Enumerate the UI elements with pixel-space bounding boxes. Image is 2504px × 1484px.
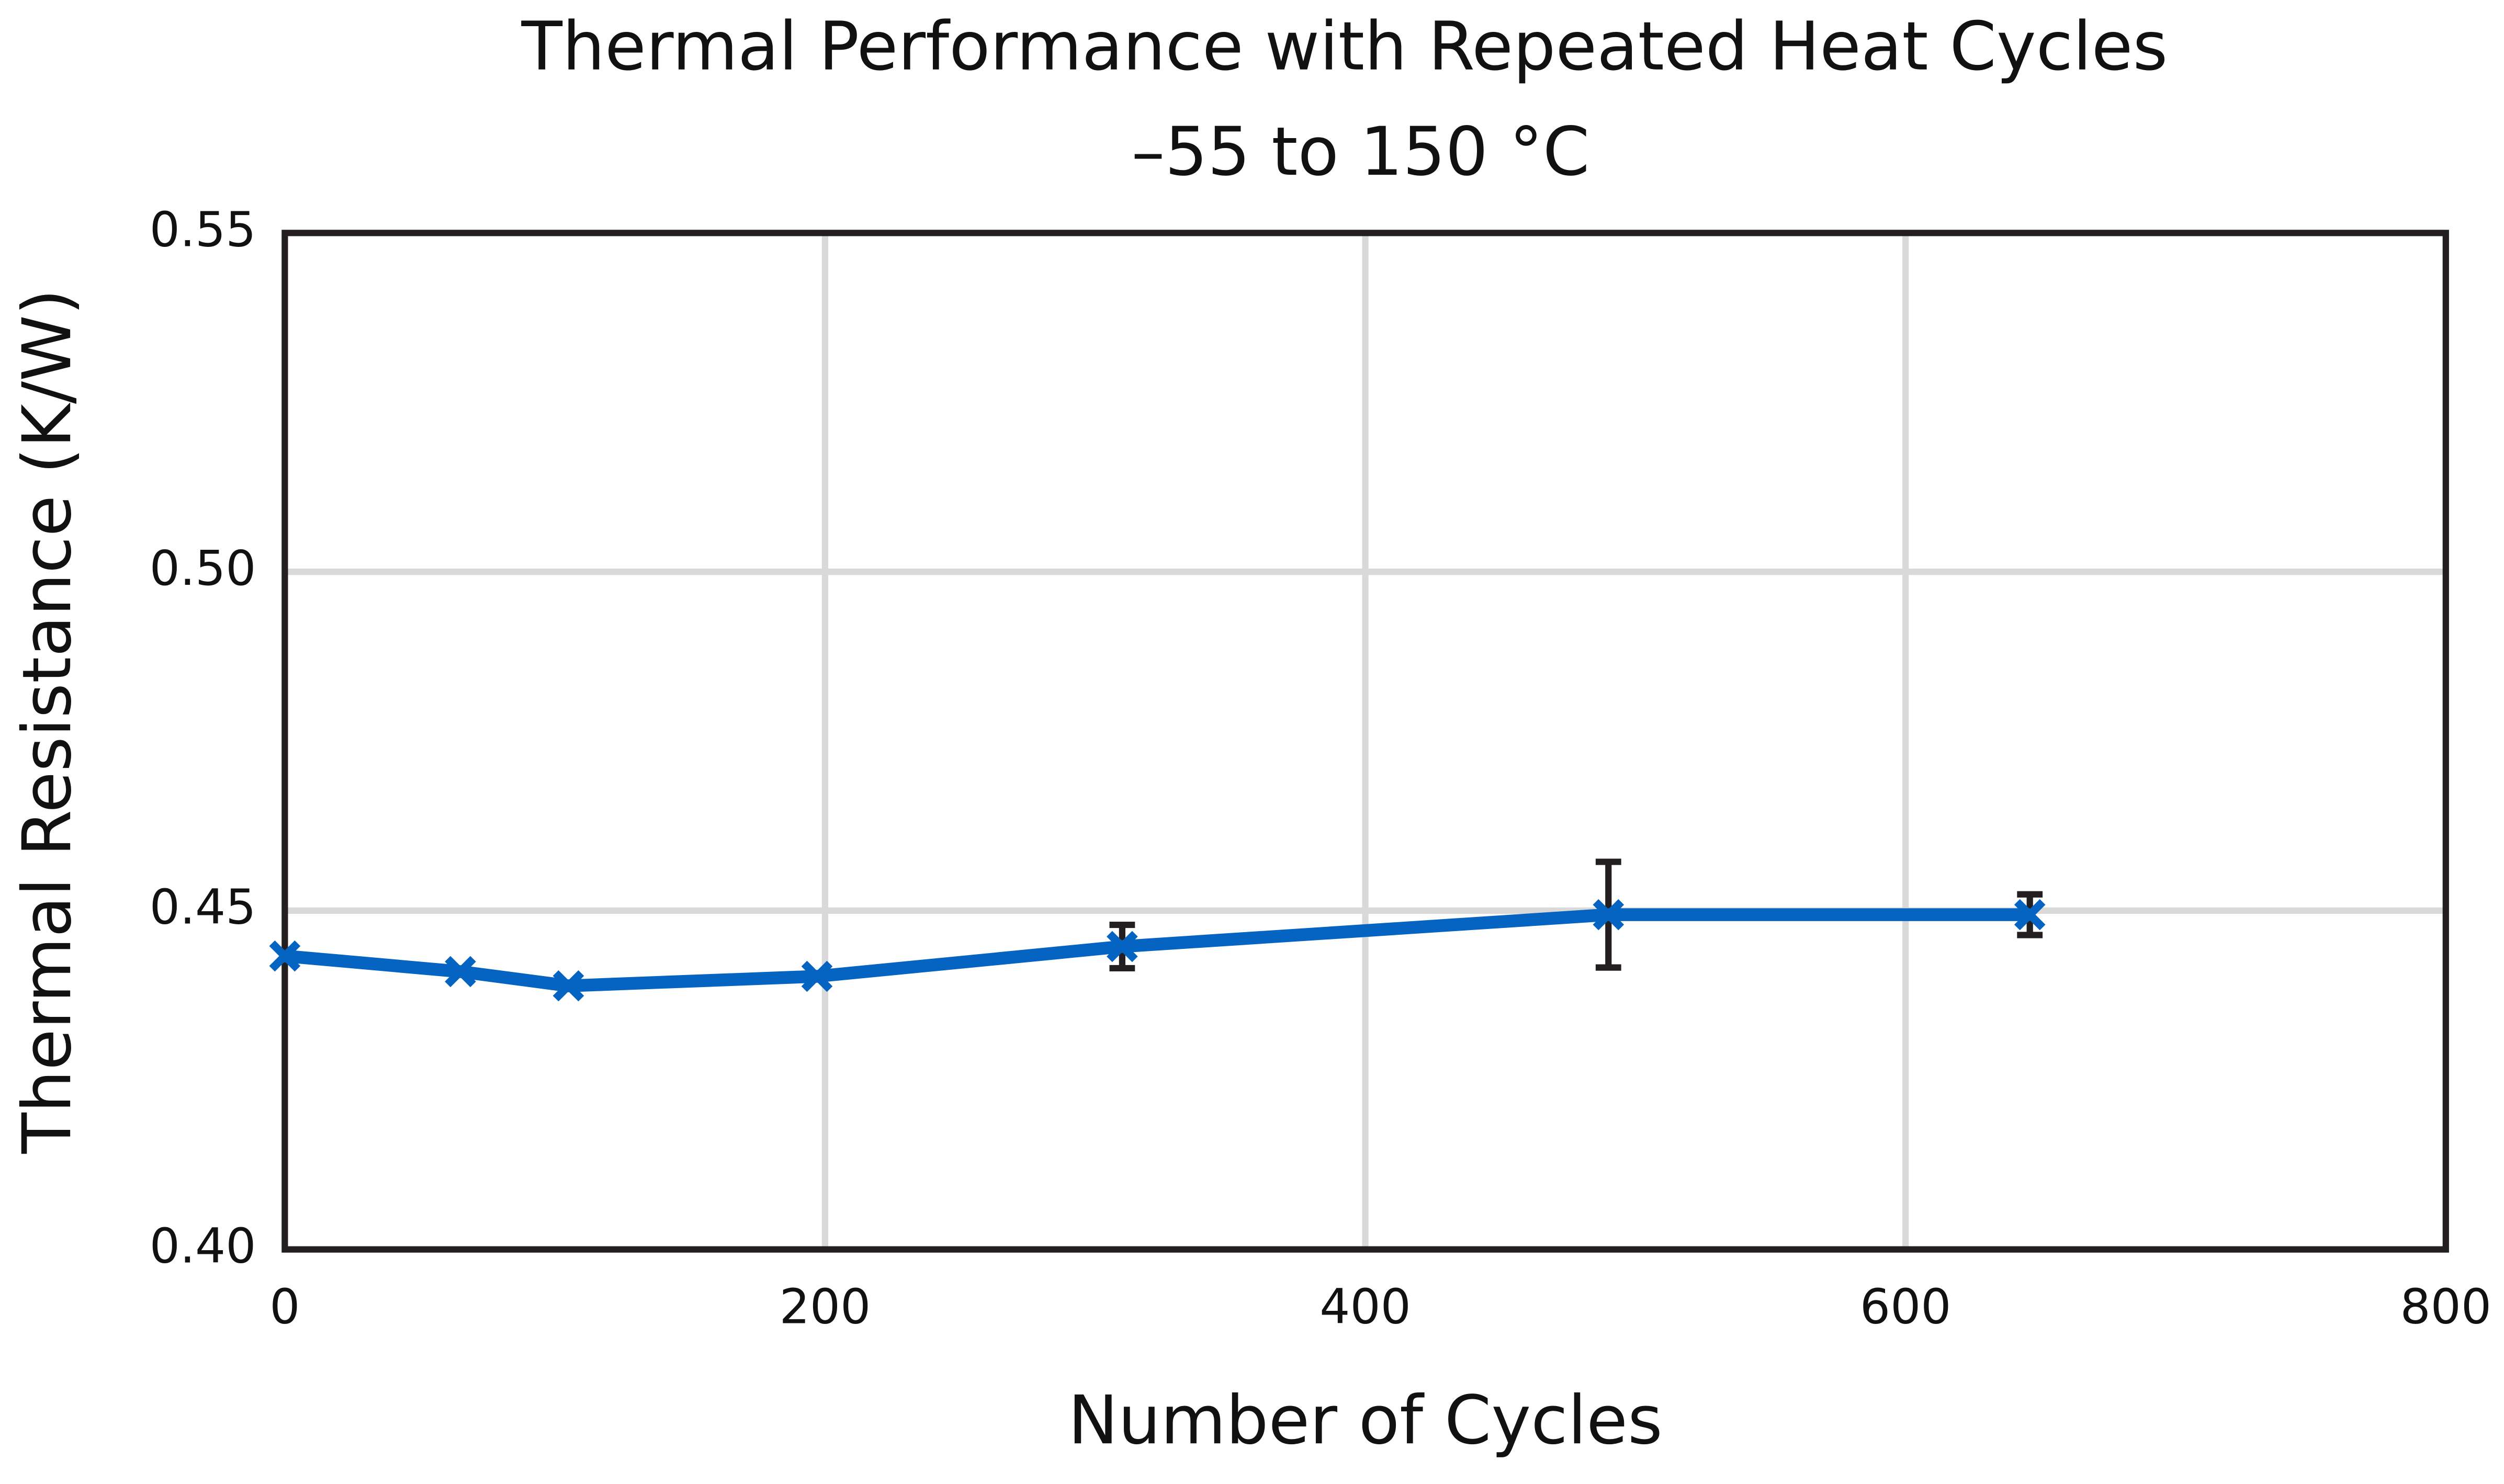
y-axis-label: Thermal Resistance (K/W) bbox=[8, 289, 86, 1154]
x-tick-label: 600 bbox=[1860, 1278, 1952, 1334]
chart-title: Thermal Performance with Repeated Heat C… bbox=[521, 8, 2168, 86]
marker bbox=[269, 940, 301, 972]
marker bbox=[1107, 931, 1138, 962]
marker bbox=[1593, 899, 1625, 931]
y-tick-label: 0.45 bbox=[150, 879, 256, 935]
y-tick-label: 0.40 bbox=[150, 1218, 256, 1274]
marker bbox=[445, 956, 476, 988]
x-tick-label: 400 bbox=[1319, 1278, 1411, 1334]
data-line bbox=[284, 908, 2030, 992]
marker bbox=[552, 970, 584, 1002]
plot-frame bbox=[281, 230, 2449, 1253]
x-tick-label: 0 bbox=[269, 1278, 300, 1334]
marker bbox=[801, 960, 833, 992]
x-axis-label: Number of Cycles bbox=[1068, 1381, 1662, 1459]
x-tick-label: 200 bbox=[780, 1278, 871, 1334]
y-tick-label: 0.50 bbox=[150, 540, 256, 596]
y-tick-label: 0.55 bbox=[150, 201, 256, 257]
marker bbox=[2014, 899, 2046, 931]
x-tick-label: 800 bbox=[2400, 1278, 2491, 1334]
chart-subtitle: –55 to 150 °C bbox=[1131, 113, 1589, 191]
